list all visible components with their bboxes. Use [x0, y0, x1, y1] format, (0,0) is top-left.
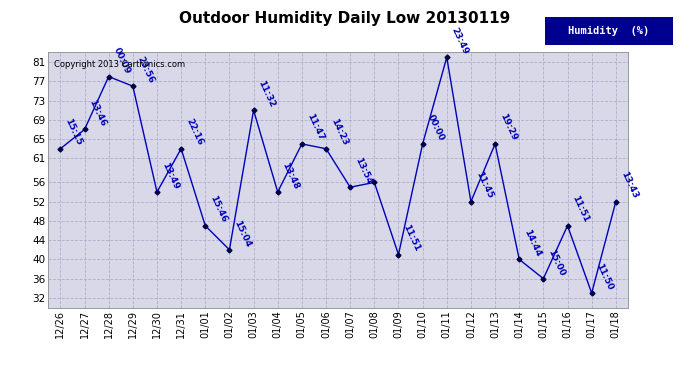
Text: 15:04: 15:04 — [233, 219, 253, 248]
Text: 11:47: 11:47 — [305, 112, 325, 142]
Text: 15:46: 15:46 — [208, 194, 228, 224]
Text: 13:49: 13:49 — [160, 160, 180, 190]
Text: 13:54: 13:54 — [353, 156, 373, 186]
Text: 11:50: 11:50 — [595, 262, 615, 292]
Text: 23:56: 23:56 — [136, 55, 156, 85]
Text: 13:48: 13:48 — [281, 161, 301, 190]
Text: 11:32: 11:32 — [257, 79, 277, 109]
Text: 23:49: 23:49 — [450, 26, 470, 56]
Text: 11:51: 11:51 — [571, 195, 591, 224]
Text: 14:44: 14:44 — [522, 228, 542, 258]
Text: 00:00: 00:00 — [426, 113, 446, 142]
Text: 11:45: 11:45 — [474, 170, 494, 200]
Text: Outdoor Humidity Daily Low 20130119: Outdoor Humidity Daily Low 20130119 — [179, 11, 511, 26]
Text: 00:09: 00:09 — [112, 46, 132, 75]
Text: 14:23: 14:23 — [329, 117, 349, 147]
Text: 13:46: 13:46 — [88, 98, 108, 128]
Text: 13:43: 13:43 — [619, 170, 639, 200]
Text: 19:29: 19:29 — [498, 112, 518, 142]
Text: Copyright 2013 Cartronics.com: Copyright 2013 Cartronics.com — [54, 60, 185, 69]
Text: 15:00: 15:00 — [546, 248, 566, 277]
Text: 22:16: 22:16 — [184, 117, 204, 147]
Text: Humidity  (%): Humidity (%) — [569, 26, 649, 36]
Text: 15:15: 15:15 — [63, 117, 83, 147]
Text: 11:51: 11:51 — [402, 224, 422, 253]
